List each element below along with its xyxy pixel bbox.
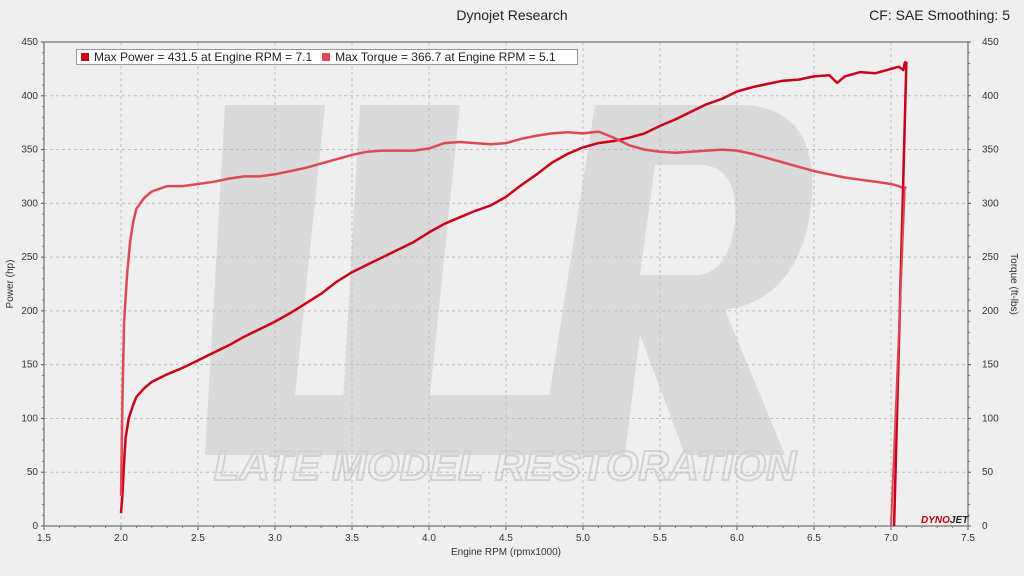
y-tick-label: 250 xyxy=(21,252,38,263)
x-tick-label: 6.5 xyxy=(807,533,821,544)
chart-grid xyxy=(43,41,969,527)
y2-tick-label: 350 xyxy=(982,145,999,156)
x-tick-label: 5.5 xyxy=(653,533,667,544)
x-tick-label: 2.0 xyxy=(114,533,128,544)
y2-tick-label: 200 xyxy=(982,306,999,317)
legend-swatch-torque xyxy=(322,53,331,61)
legend-item-power: Max Power = 431.5 at Engine RPM = 7.1 xyxy=(81,50,312,64)
y2-axis-label: Torque (ft-lbs) xyxy=(1008,253,1019,315)
x-tick-label: 4.5 xyxy=(499,533,513,544)
torque-dropoff-line xyxy=(890,187,906,527)
y-tick-label: 0 xyxy=(32,521,38,532)
y2-tick-label: 450 xyxy=(982,37,999,48)
chart-legend: Max Power = 431.5 at Engine RPM = 7.1 Ma… xyxy=(76,49,578,65)
y2-tick-label: 150 xyxy=(982,360,999,371)
y-tick-label: 300 xyxy=(21,198,38,209)
x-tick-label: 3.0 xyxy=(268,533,282,544)
x-tick-label: 5.0 xyxy=(576,533,590,544)
y2-tick-label: 300 xyxy=(982,198,999,209)
x-tick-label: 7.5 xyxy=(961,533,975,544)
x-tick-label: 4.0 xyxy=(422,533,436,544)
x-tick-label: 7.0 xyxy=(884,533,898,544)
y2-tick-label: 400 xyxy=(982,91,999,102)
series-lines xyxy=(119,60,908,527)
y-tick-label: 50 xyxy=(27,467,39,478)
x-tick-label: 6.0 xyxy=(730,533,744,544)
y-tick-label: 200 xyxy=(21,306,38,317)
legend-item-torque: Max Torque = 366.7 at Engine RPM = 5.1 xyxy=(322,50,556,64)
power-series-line xyxy=(119,60,907,514)
x-tick-label: 3.5 xyxy=(345,533,359,544)
y2-tick-label: 250 xyxy=(982,252,999,263)
y-tick-label: 150 xyxy=(21,360,38,371)
y-tick-label: 100 xyxy=(21,413,38,424)
chart-settings-label: CF: SAE Smoothing: 5 xyxy=(869,7,1010,23)
chart-title: Dynojet Research xyxy=(456,7,568,23)
y2-tick-label: 0 xyxy=(982,521,988,532)
y-tick-label: 450 xyxy=(21,37,38,48)
y2-tick-label: 50 xyxy=(982,467,994,478)
legend-label-torque: Max Torque = 366.7 at Engine RPM = 5.1 xyxy=(335,50,556,64)
x-axis-label: Engine RPM (rpmx1000) xyxy=(451,547,561,558)
y-tick-label: 350 xyxy=(21,145,38,156)
y2-tick-label: 100 xyxy=(982,413,999,424)
legend-label-power: Max Power = 431.5 at Engine RPM = 7.1 xyxy=(94,50,313,64)
y-tick-label: 400 xyxy=(21,91,38,102)
dynojet-logo: DYNOJET xyxy=(921,515,969,526)
torque-series-line xyxy=(119,130,907,496)
x-tick-label: 2.5 xyxy=(191,533,205,544)
x-tick-label: 1.5 xyxy=(37,533,51,544)
y-axis-label: Power (hp) xyxy=(5,260,16,309)
legend-swatch-power xyxy=(81,53,89,61)
axis-ticks: 0 0 50 50 100 100 150 150 200 200 250 250 300 300 350 3… xyxy=(21,37,999,544)
